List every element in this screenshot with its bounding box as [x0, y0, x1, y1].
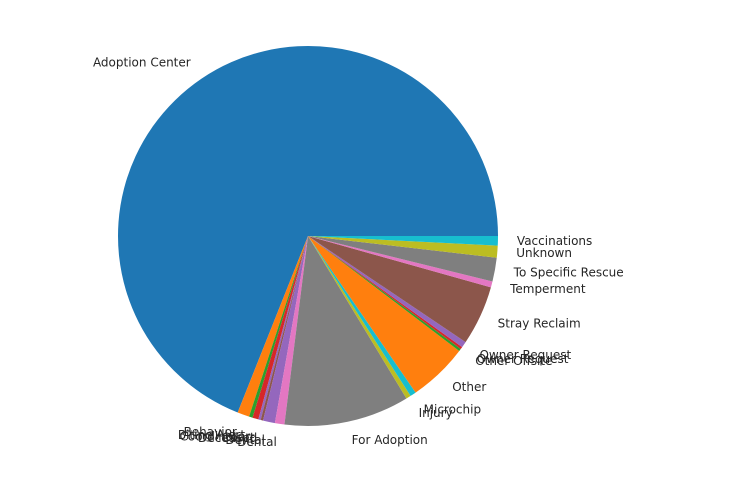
pie-slice-dental-7 [274, 236, 308, 425]
pie-slice-injury-9 [308, 236, 411, 399]
pie-slice-other-11 [308, 236, 460, 393]
pie-slice-court-4 [258, 236, 308, 421]
pie-slice-owner-request-14 [308, 236, 466, 348]
pie-slice-to-specific-rescue-17 [308, 236, 497, 282]
pie-slices [118, 46, 498, 426]
pie-slice-owner-request-13 [308, 236, 463, 350]
pie-label-other-offsite-12: Other Offsite [475, 354, 552, 368]
pie-slice-other-offsite-12 [308, 236, 461, 351]
pie-slice-adoption-center-0 [118, 46, 498, 413]
pie-slice-vaccinations-19 [308, 236, 498, 246]
pie-label-dental-7: Dental [237, 435, 277, 449]
pie-slice-deceased-5 [260, 236, 308, 421]
pie-label-to-specific-rescue-17: To Specific Rescue [513, 266, 624, 280]
pie-slice-biting-alert-2 [249, 236, 308, 418]
pie-label-court-4: Court [222, 431, 255, 445]
pie-slice-stray-reclaim-15 [308, 236, 491, 343]
pie-label-deceased-5: Deceased [198, 431, 257, 445]
pie-label-adoption-center-0: Adoption Center [93, 56, 191, 70]
pie-label-owner-request-13: Owner Request [477, 352, 569, 366]
pie-label-injury-9: Injury [419, 406, 453, 420]
pie-slice-for-adoption-8 [284, 236, 407, 426]
pie-label-behavior-1: Behavior [184, 425, 237, 439]
pie-label-biting-alert-2: Biting Alert [178, 428, 246, 442]
pie-slice-temperment-16 [308, 236, 493, 288]
pie-slice-coordinator-3 [252, 236, 308, 420]
pie-label-owner-request-14: Owner Request [479, 348, 571, 362]
pie-slice-microchip-10 [308, 236, 416, 396]
pie-label-other-11: Other [452, 380, 486, 394]
pie-label-microchip-10: Microchip [424, 403, 481, 417]
pie-label-vaccinations-19: Vaccinations [517, 234, 592, 248]
pie-slice-behavior-1 [237, 236, 308, 417]
pie-label-coordinator-3: Coordinator [179, 429, 250, 443]
pie-slice-unknown-18 [308, 236, 498, 258]
pie-slice-dental-6 [263, 236, 308, 424]
pie-label-dental-6: Dental [225, 433, 265, 447]
pie-label-unknown-18: Unknown [516, 246, 572, 260]
pie-label-temperment-16: Temperment [509, 282, 586, 296]
pie-label-for-adoption-8: For Adoption [352, 433, 428, 447]
pie-label-stray-reclaim-15: Stray Reclaim [498, 316, 581, 330]
